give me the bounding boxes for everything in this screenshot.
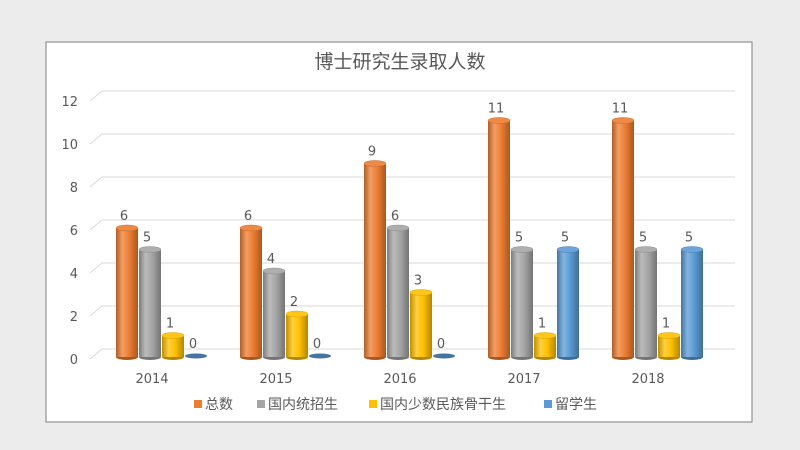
y-tick-label: 2 [70,310,78,325]
gridline [89,133,735,145]
bars [115,117,704,360]
y-tick-label: 12 [61,95,78,110]
legend-label: 国内统招生 [268,397,338,413]
data-label: 5 [143,231,151,246]
bar [262,267,286,360]
bar [409,289,433,360]
gridline [89,176,735,188]
bar [309,353,331,359]
data-label: 1 [166,317,174,332]
bar [556,246,580,360]
y-axis-ticks: 0 2 4 6 8 10 12 [61,95,78,368]
bar [115,224,139,360]
data-label: 0 [189,337,197,352]
x-tick-label: 2018 [631,372,664,387]
y-tick-label: 4 [70,267,78,282]
bar [386,224,410,360]
legend-item: 国内统招生 [257,397,338,413]
bar [161,332,185,360]
bar [185,353,207,359]
data-label: 5 [515,231,523,246]
data-label: 2 [290,295,298,310]
data-label: 1 [662,317,670,332]
data-label: 6 [391,209,399,224]
legend: 总数 国内统招生 国内少数民族骨干生 留学生 [194,397,597,413]
data-label: 9 [368,145,376,160]
gridline [89,90,735,102]
data-label: 4 [267,252,275,267]
x-tick-label: 2016 [383,372,416,387]
data-label: 0 [313,337,321,352]
bar [510,246,534,360]
legend-label: 总数 [205,397,233,413]
x-tick-label: 2017 [507,372,540,387]
data-label: 0 [437,337,445,352]
x-axis-labels: 2014 2015 2016 2017 2018 [135,372,664,387]
bar [634,246,658,360]
legend-item: 总数 [194,397,233,413]
bar [533,332,557,360]
data-label: 11 [612,102,629,117]
chart-title: 博士研究生录取人数 [314,51,485,73]
bar [680,246,704,360]
bar [487,117,511,360]
y-tick-label: 0 [70,353,78,368]
x-tick-label: 2015 [259,372,292,387]
data-label: 6 [244,209,252,224]
y-tick-label: 10 [61,138,78,153]
bar [657,332,681,360]
legend-swatch [369,400,377,408]
bar [433,353,455,359]
y-tick-label: 6 [70,224,78,239]
legend-item: 留学生 [544,397,597,413]
legend-label: 留学生 [555,397,597,413]
data-label: 5 [639,231,647,246]
y-tick-label: 8 [70,181,78,196]
data-label: 5 [685,231,693,246]
legend-swatch [257,400,265,408]
legend-swatch [544,400,552,408]
legend-label: 国内少数民族骨干生 [380,397,506,413]
data-label: 5 [561,231,569,246]
data-label: 6 [120,209,128,224]
gridline [89,219,735,231]
bar [138,246,162,360]
bar [363,160,387,360]
data-label: 1 [538,317,546,332]
data-label: 11 [488,102,505,117]
legend-swatch [194,400,202,408]
bar [285,310,309,360]
x-tick-label: 2014 [135,372,168,387]
data-label: 3 [414,274,422,289]
bar [239,224,263,360]
bar [611,117,635,360]
legend-item: 国内少数民族骨干生 [369,397,506,413]
